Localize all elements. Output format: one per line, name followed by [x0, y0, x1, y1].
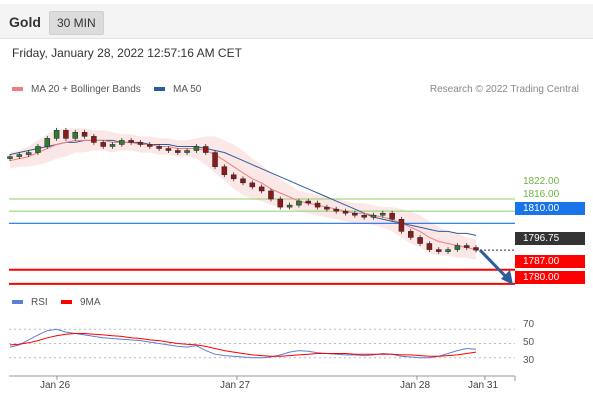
candle-body — [445, 249, 451, 252]
header-bar: Gold 30 MIN — [0, 4, 593, 39]
level-r2-label: 1822.00 — [523, 176, 560, 187]
legend-ma20: MA 20 + Bollinger Bands — [12, 84, 141, 95]
candle-body — [202, 146, 209, 153]
candle-body — [63, 130, 69, 139]
legend-rsi-ma: 9MA — [61, 297, 101, 308]
candle-body — [305, 200, 311, 204]
legend-rsi: RSI — [12, 297, 48, 308]
rsi-ma-line — [9, 333, 477, 357]
candle-body — [249, 182, 256, 188]
candle-body — [81, 132, 88, 137]
candle-body — [221, 166, 228, 176]
bollinger-band — [10, 128, 476, 260]
candle-body — [380, 212, 386, 216]
candle-body — [165, 148, 172, 151]
x-tick-jan26: Jan 26 — [40, 380, 71, 391]
level-r1-label: 1816.00 — [523, 189, 560, 200]
candle-body — [156, 146, 162, 149]
rsi-tick-50: 50 — [523, 337, 535, 348]
candle-body — [361, 214, 367, 218]
candle-body — [212, 152, 218, 167]
candle-body — [35, 146, 41, 153]
level-s1-label: 1787.00 — [515, 255, 585, 268]
candle-body — [175, 150, 181, 153]
x-tick-jan28: Jan 28 — [400, 380, 431, 391]
candle-body — [53, 130, 60, 139]
x-tick-jan27: Jan 27 — [220, 380, 251, 391]
rsi-ma-label: 9MA — [80, 297, 101, 308]
timestamp: Friday, January 28, 2022 12:57:16 AM CET — [12, 46, 242, 60]
candle-body — [370, 214, 377, 218]
rsi-swatch — [12, 300, 23, 305]
level-s2-label: 1780.00 — [515, 271, 585, 284]
candle-body — [426, 243, 433, 250]
candle-body — [296, 200, 302, 206]
candle-body — [184, 150, 190, 153]
candle-body — [258, 186, 265, 192]
candle-body — [389, 212, 395, 220]
ma50-label: MA 50 — [173, 84, 202, 95]
candle-body — [454, 245, 461, 250]
ma50-swatch — [154, 87, 165, 92]
candle-body — [417, 237, 423, 244]
ma20-line — [9, 139, 477, 251]
candle-body — [324, 206, 330, 210]
candle-body — [100, 142, 106, 147]
level-pivot-label: 1810.00 — [515, 202, 585, 215]
candle-body — [342, 210, 349, 214]
rsi-line — [9, 328, 477, 359]
candle-body — [333, 208, 339, 212]
candle-body — [398, 218, 405, 232]
candle-body — [147, 144, 153, 147]
candle-body — [25, 152, 32, 155]
candle-body — [137, 142, 144, 145]
candle-body — [463, 245, 470, 248]
timeframe-button[interactable]: 30 MIN — [49, 11, 104, 35]
candle-body — [352, 212, 358, 216]
forecast-arrow-head — [501, 269, 513, 285]
forecast-arrow — [478, 249, 511, 281]
credit-text: Research © 2022 Trading Central — [429, 84, 579, 95]
candle-body — [408, 231, 414, 238]
rsi-tick-70: 70 — [523, 319, 535, 330]
candle-body — [435, 249, 442, 252]
candle-body — [72, 132, 78, 139]
candle-body — [473, 247, 479, 251]
candle-body — [128, 140, 134, 143]
candle-body — [277, 198, 284, 208]
candle-body — [109, 144, 116, 147]
x-tick-jan31: Jan 31 — [468, 380, 499, 391]
rsi-ma-swatch — [61, 300, 72, 305]
candle-body — [268, 190, 274, 200]
candle-body — [240, 178, 246, 184]
candle-body — [230, 174, 237, 180]
legend-ma50: MA 50 — [154, 84, 201, 95]
candle-body — [44, 138, 51, 147]
candle-body — [193, 146, 200, 151]
ma20-label: MA 20 + Bollinger Bands — [31, 84, 141, 95]
ma20-swatch — [12, 87, 23, 92]
candle-body — [286, 204, 293, 208]
candle-body — [7, 156, 13, 159]
candle-body — [314, 202, 321, 208]
candle-body — [119, 140, 125, 145]
last-price-label: 1796.75 — [515, 232, 585, 245]
candle-body — [16, 154, 23, 157]
symbol-title: Gold — [9, 14, 41, 30]
rsi-label: RSI — [31, 297, 48, 308]
candle-body — [91, 136, 97, 143]
rsi-tick-30: 30 — [523, 355, 535, 366]
